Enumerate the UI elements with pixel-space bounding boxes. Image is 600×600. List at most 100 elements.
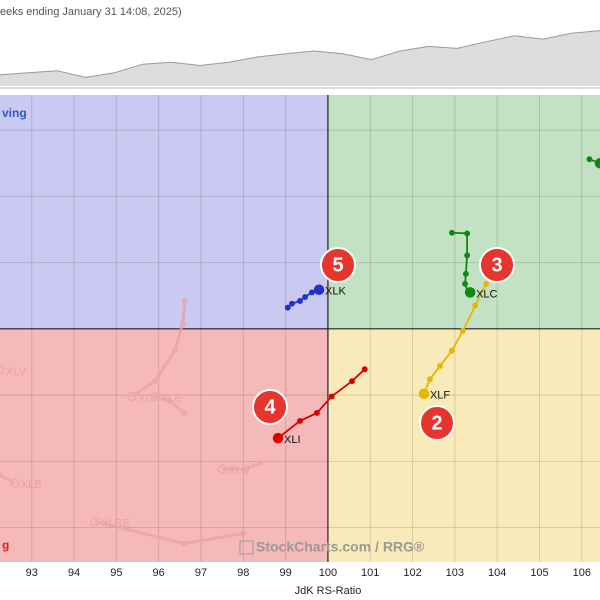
x-axis-title: JdK RS-Ratio bbox=[295, 585, 362, 597]
quadrant bbox=[327, 328, 600, 562]
x-tick-label: 94 bbox=[68, 567, 80, 579]
quadrant bbox=[327, 95, 600, 329]
strip-line bbox=[0, 30, 600, 78]
trail-point bbox=[586, 156, 593, 163]
trail-head bbox=[10, 478, 20, 488]
badge-number: 3 bbox=[491, 254, 502, 276]
x-tick-label: 105 bbox=[530, 567, 548, 579]
trail-point bbox=[257, 459, 264, 466]
trail-head bbox=[313, 284, 325, 295]
trail-head bbox=[150, 391, 160, 402]
watermark-logo bbox=[239, 540, 254, 555]
trail-point bbox=[349, 378, 355, 385]
trail-point bbox=[361, 366, 368, 373]
trail-point bbox=[308, 289, 315, 296]
trail-point bbox=[240, 530, 247, 537]
trail-point bbox=[313, 410, 320, 416]
trail-head bbox=[217, 464, 227, 475]
trail-point bbox=[297, 298, 303, 304]
series-label: XLB bbox=[21, 479, 42, 491]
trail: XLI bbox=[272, 366, 368, 446]
trail-point bbox=[0, 472, 3, 479]
trail: XLE bbox=[150, 391, 188, 416]
strip-area bbox=[0, 30, 600, 87]
trail-point bbox=[328, 393, 335, 400]
trail: XLV bbox=[0, 365, 27, 378]
series-label: XLC bbox=[476, 288, 497, 300]
x-tick-label: 93 bbox=[26, 567, 38, 579]
badge bbox=[419, 405, 455, 441]
series-label: XLRE bbox=[101, 517, 130, 529]
trail-head bbox=[0, 365, 5, 375]
trail-point bbox=[472, 302, 479, 309]
trail-point bbox=[171, 347, 178, 354]
trail-point bbox=[426, 376, 433, 383]
trail-point bbox=[464, 230, 471, 237]
series-label: XLE bbox=[161, 392, 182, 404]
x-tick-label: 102 bbox=[403, 567, 421, 579]
badge-number: 2 bbox=[431, 412, 442, 434]
series-label: XLU bbox=[228, 465, 249, 477]
x-tick-label: 99 bbox=[279, 567, 291, 579]
x-tick-label: 98 bbox=[237, 567, 249, 579]
trail: XLY bbox=[127, 298, 188, 404]
trail: XLC bbox=[448, 229, 498, 300]
badge bbox=[320, 247, 356, 283]
trail-point bbox=[181, 540, 188, 547]
badge bbox=[252, 389, 288, 425]
trail: XLB bbox=[0, 472, 42, 491]
badge-number: 4 bbox=[264, 396, 276, 418]
watermark: StockCharts.com / RRG® bbox=[256, 539, 425, 555]
trail-point bbox=[181, 298, 188, 304]
trail-point bbox=[448, 229, 455, 236]
trail-head bbox=[594, 157, 600, 169]
trail-point bbox=[302, 294, 309, 300]
trail: XLF bbox=[418, 280, 490, 402]
trail-point bbox=[284, 304, 291, 311]
x-tick-label: 100 bbox=[319, 567, 337, 579]
x-tick-label: 101 bbox=[361, 567, 379, 579]
trail-point bbox=[242, 466, 249, 473]
trail-point bbox=[459, 327, 466, 334]
trail-point bbox=[464, 252, 471, 259]
series-label: XLV bbox=[6, 366, 27, 378]
trail-point bbox=[448, 347, 455, 354]
trail-point bbox=[483, 280, 490, 287]
series-label: XLK bbox=[325, 286, 346, 298]
trail: XLK bbox=[284, 284, 346, 311]
trail-head bbox=[418, 388, 430, 399]
trail-point bbox=[437, 362, 444, 369]
trail-point bbox=[166, 398, 173, 404]
quadrant bbox=[0, 95, 328, 329]
series-label: XLI bbox=[284, 434, 301, 446]
x-tick-label: 104 bbox=[488, 567, 506, 579]
trail-point bbox=[289, 300, 295, 307]
trail-point bbox=[151, 378, 158, 385]
header: eeks ending January 31 14:08, 2025) bbox=[0, 6, 182, 18]
x-tick-label: 95 bbox=[110, 567, 122, 579]
trail-point bbox=[462, 280, 468, 287]
trail: XLU bbox=[217, 459, 264, 477]
trail-head bbox=[272, 432, 284, 444]
trail-head bbox=[127, 391, 137, 402]
x-tick-label: 96 bbox=[153, 567, 165, 579]
trail-point bbox=[179, 320, 186, 327]
trail-point bbox=[181, 410, 188, 416]
quadrant-label: g bbox=[2, 538, 9, 552]
x-tick-label: 106 bbox=[573, 567, 591, 579]
badge-number: 5 bbox=[332, 254, 343, 276]
trail bbox=[586, 156, 600, 169]
badge bbox=[479, 247, 515, 283]
x-tick-label: 97 bbox=[195, 567, 207, 579]
quadrant-label: ving bbox=[2, 106, 27, 120]
trail: XLRE bbox=[90, 516, 247, 547]
trail-point bbox=[462, 270, 469, 277]
trail-head bbox=[90, 516, 100, 527]
series-label: XLY bbox=[138, 392, 159, 404]
quadrant bbox=[0, 328, 328, 562]
trail-point bbox=[297, 417, 303, 424]
axis-band bbox=[0, 562, 600, 600]
series-label: XLF bbox=[430, 390, 450, 402]
x-tick-label: 103 bbox=[446, 567, 464, 579]
